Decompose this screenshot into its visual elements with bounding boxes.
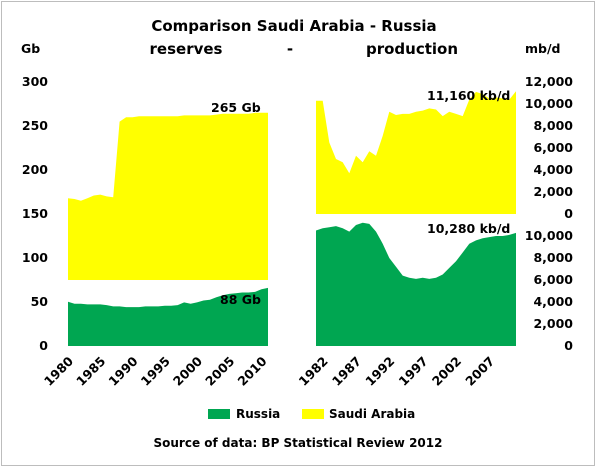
reserves-x-tick: 2005 [202,354,237,389]
russia-reserves-annotation: 88 Gb [220,292,261,307]
reserves-y-tick: 150 [22,206,48,221]
legend-label-saudi: Saudi Arabia [329,407,415,421]
production-x-tick: 2002 [429,354,464,389]
reserves-x-tick: 1990 [105,353,140,388]
production-russia-y-tick: 2,000 [533,316,573,331]
production-saudi-y-tick: 10,000 [525,96,574,111]
production-x-tick: 2007 [462,354,497,389]
reserves-x-tick: 1980 [41,353,76,388]
reserves-y-tick: 250 [22,118,48,133]
legend-label-russia: Russia [236,407,280,421]
production-saudi-y-tick: 0 [564,206,573,221]
production-x-tick: 1982 [296,354,331,389]
production-saudi-y-tick: 12,000 [525,74,574,89]
production-saudi-y-tick: 8,000 [533,118,573,133]
russia-production-annotation: 10,280 kb/d [427,221,510,236]
saudi-reserves-annotation: 265 Gb [211,100,261,115]
reserves-unit-label: Gb [21,41,40,56]
production-x-tick: 1992 [362,354,397,389]
production-saudi-y-tick: 4,000 [533,162,573,177]
reserves-y-tick: 50 [31,294,49,309]
saudi-reserves-area [68,112,268,280]
reserves-y-tick: 0 [39,338,48,353]
reserves-y-tick: 100 [22,250,48,265]
saudi-production-annotation: 11,160 kb/d [427,88,510,103]
production-x-tick: 1987 [329,354,364,389]
production-saudi-y-tick: 6,000 [533,140,573,155]
saudi-production-area [316,91,516,214]
legend-swatch-saudi [302,409,324,419]
reserves-x-tick: 1995 [138,354,173,389]
reserves-plot: 0501001502002503001980198519901995200020… [22,74,270,389]
production-russia-y-tick: 6,000 [533,272,573,287]
subtitle-dash: - [287,40,293,58]
reserves-x-tick: 1985 [73,354,108,389]
production-russia-y-tick: 0 [564,338,573,353]
subtitle-reserves: reserves [150,40,223,58]
reserves-y-tick: 300 [22,74,48,89]
legend-swatch-russia [208,409,230,419]
reserves-x-tick: 2000 [170,353,205,388]
source-note: Source of data: BP Statistical Review 20… [154,436,443,450]
chart-title: Comparison Saudi Arabia - Russia [151,17,436,35]
production-saudi-y-tick: 2,000 [533,184,573,199]
subtitle-production: production [366,40,458,58]
reserves-x-tick: 2010 [234,353,269,388]
russia-reserves-area [68,287,268,346]
production-russia-y-tick: 4,000 [533,294,573,309]
russia-production-area [316,222,516,346]
production-x-tick: 1997 [396,354,431,389]
production-russia-y-tick: 8,000 [533,250,573,265]
reserves-y-tick: 200 [22,162,48,177]
production-russia-y-tick: 10,000 [525,228,574,243]
production-unit-label: mb/d [525,41,561,56]
